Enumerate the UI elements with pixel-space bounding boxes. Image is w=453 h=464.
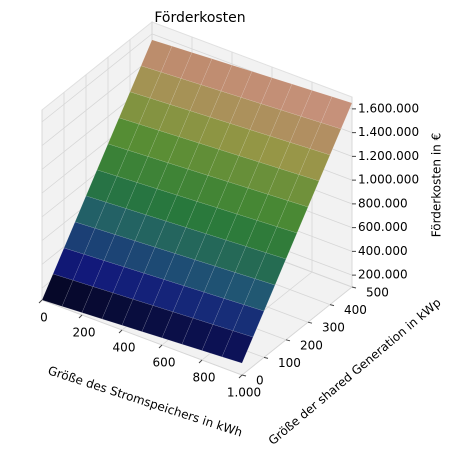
surface-cell <box>320 96 353 130</box>
y-tick <box>329 304 335 307</box>
x-tick-label: 400 <box>113 341 136 355</box>
x-tick <box>118 329 123 334</box>
z-tick-label: 1.000.000 <box>358 173 419 187</box>
surface-cell <box>298 148 331 182</box>
grid-line <box>241 286 353 376</box>
x-tick-label: 800 <box>193 371 216 385</box>
x-tick-label: 0 <box>40 311 48 325</box>
z-tick-label: 200.000 <box>358 268 408 282</box>
y-tick <box>263 356 269 359</box>
y-tick-label: 200 <box>300 338 323 352</box>
surface-cell <box>309 122 342 156</box>
x-tick <box>38 299 43 304</box>
y-tick <box>307 321 313 324</box>
surface-cell <box>287 174 320 208</box>
x-tick-label: 1.000 <box>227 386 261 400</box>
z-tick-label: 800.000 <box>358 196 408 210</box>
y-tick <box>241 374 247 377</box>
grid-line <box>41 57 153 146</box>
x-tick <box>78 314 83 319</box>
surface-cell <box>276 200 309 234</box>
y-tick-label: 300 <box>322 321 345 335</box>
y-tick-label: 400 <box>344 303 367 317</box>
x-tick-label: 600 <box>153 356 176 370</box>
y-tick <box>351 286 357 289</box>
z-tick-label: 1.400.000 <box>358 125 419 139</box>
z-tick-label: 600.000 <box>358 220 408 234</box>
x-tick <box>158 344 163 349</box>
z-tick-label: 1.600.000 <box>358 101 419 115</box>
chart-title: Förderkosten <box>154 10 245 26</box>
y-tick-label: 100 <box>278 356 301 370</box>
x-tick <box>238 374 243 379</box>
z-tick-label: 1.200.000 <box>358 149 419 163</box>
grid-line <box>41 299 243 376</box>
z-tick-label: 400.000 <box>358 244 408 258</box>
y-tick-label: 500 <box>366 286 389 300</box>
surface-cell <box>221 330 254 364</box>
x-tick-label: 200 <box>73 326 96 340</box>
y-tick <box>285 339 291 342</box>
grid-line <box>41 33 153 123</box>
x-tick <box>198 359 203 364</box>
z-axis-label: Förderkosten in € <box>430 133 444 237</box>
y-tick-label: 0 <box>256 374 264 388</box>
